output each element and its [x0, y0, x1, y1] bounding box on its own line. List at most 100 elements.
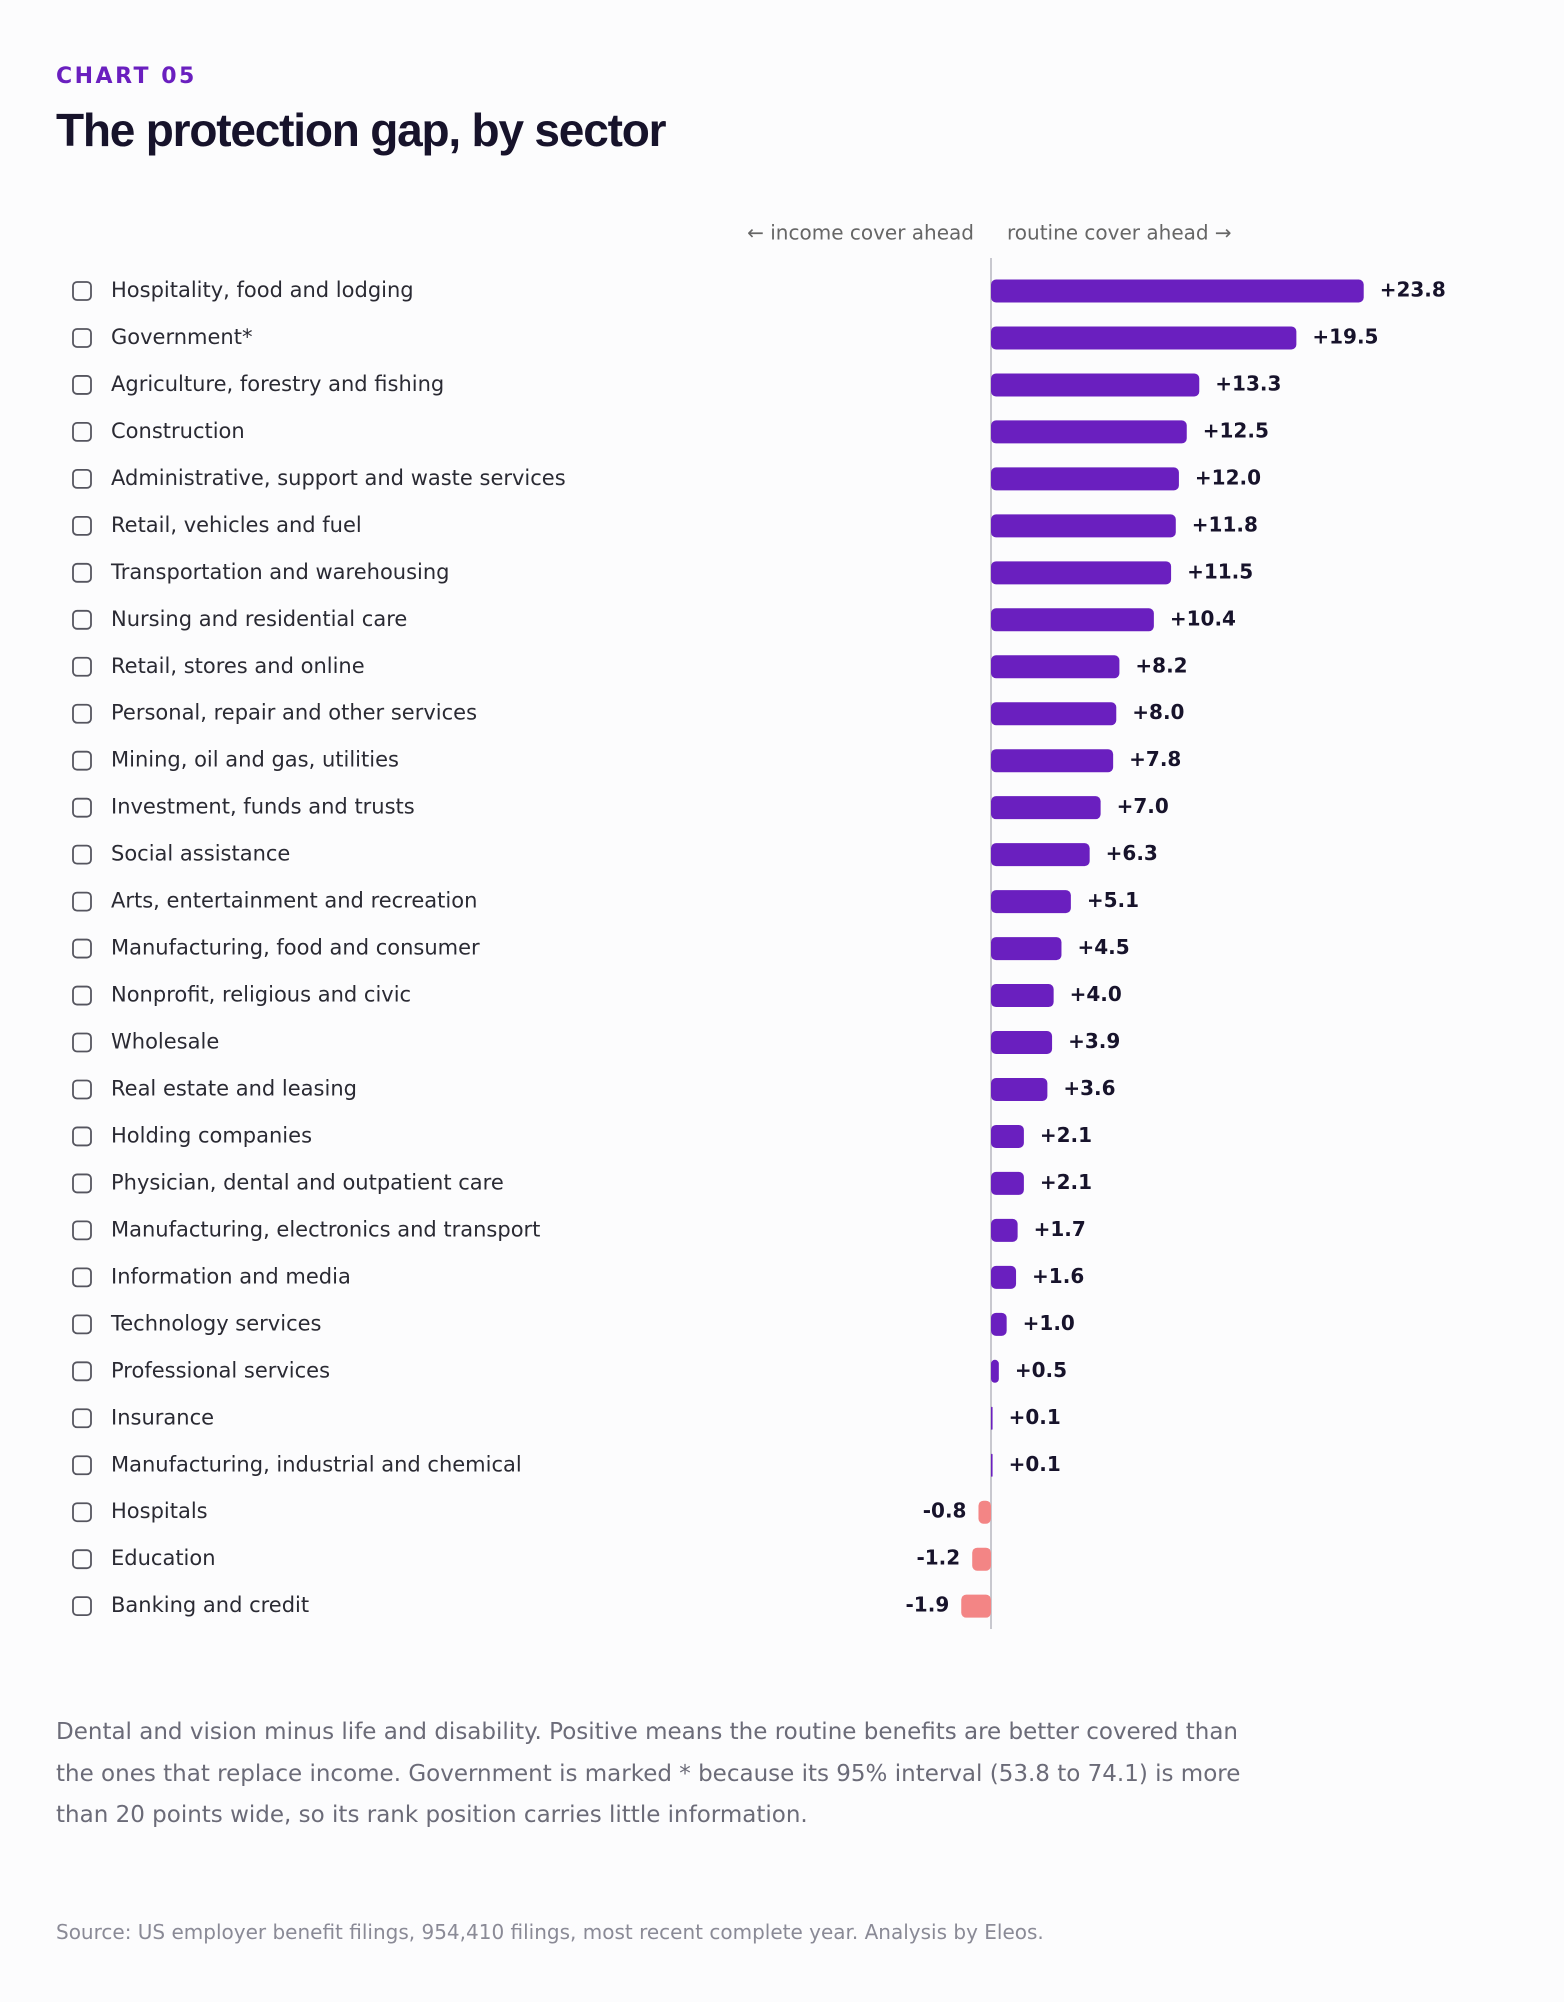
category-label: Mining, oil and gas, utilities: [111, 748, 399, 772]
row-icon: [72, 844, 92, 865]
value-label: +11.5: [1187, 559, 1253, 583]
category-label: Arts, entertainment and recreation: [111, 889, 477, 913]
category-label: Investment, funds and trusts: [111, 795, 415, 819]
value-label: +0.1: [1009, 1452, 1061, 1476]
value-label: +19.5: [1312, 324, 1378, 348]
row-icon: [72, 1361, 92, 1382]
bar: [991, 1359, 999, 1383]
bar: [978, 1500, 991, 1524]
row-icon: [72, 797, 92, 818]
bar: [991, 655, 1120, 679]
row-icon: [72, 562, 92, 583]
bar: [991, 1453, 993, 1477]
row-icon: [72, 891, 92, 912]
value-label: +13.3: [1215, 371, 1281, 395]
row-icon: [72, 515, 92, 536]
row-icon: [72, 1502, 92, 1523]
bar: [991, 373, 1200, 397]
category-label: Retail, stores and online: [111, 654, 365, 678]
bar: [991, 937, 1062, 961]
value-label: +7.8: [1129, 747, 1181, 771]
value-label: +0.1: [1009, 1405, 1061, 1429]
value-label: +7.0: [1117, 794, 1169, 818]
row-icon: [72, 656, 92, 677]
category-label: Manufacturing, electronics and transport: [111, 1217, 540, 1241]
row-icon: [72, 1267, 92, 1288]
row-icon: [72, 1408, 92, 1429]
value-label: +2.1: [1040, 1123, 1092, 1147]
bar: [991, 467, 1179, 491]
value-label: +10.4: [1170, 606, 1236, 630]
bar: [991, 984, 1054, 1008]
row-icon: [72, 1220, 92, 1241]
bar: [961, 1594, 991, 1618]
value-label: -0.8: [923, 1499, 967, 1523]
category-label: Holding companies: [111, 1123, 312, 1147]
category-label: Construction: [111, 419, 245, 443]
row-icon: [72, 281, 92, 301]
row-icon: [72, 938, 92, 959]
chart-title: The protection gap, by sector: [56, 104, 667, 156]
bar: [991, 702, 1117, 726]
bar: [991, 1312, 1007, 1336]
value-label: -1.2: [916, 1546, 960, 1570]
right-direction-label: routine cover ahead →: [1007, 221, 1232, 245]
row-icon: [72, 375, 92, 395]
bar: [991, 796, 1101, 820]
bar: [991, 890, 1071, 914]
row-icon: [72, 1455, 92, 1476]
bar: [991, 420, 1187, 444]
category-label: Banking and credit: [111, 1593, 309, 1617]
value-label: +6.3: [1106, 841, 1158, 865]
bar: [972, 1547, 991, 1571]
bar: [991, 279, 1364, 303]
value-label: +1.7: [1034, 1217, 1086, 1241]
category-label: Insurance: [111, 1405, 214, 1429]
value-label: +2.1: [1040, 1170, 1092, 1194]
bar: [991, 1031, 1053, 1055]
category-label: Hospitals: [111, 1499, 208, 1523]
value-label: +4.5: [1077, 935, 1129, 959]
value-label: +3.6: [1063, 1076, 1115, 1100]
value-label: +0.5: [1015, 1358, 1067, 1382]
category-label: Nonprofit, religious and civic: [111, 983, 411, 1007]
category-label: Transportation and warehousing: [110, 560, 450, 584]
row-icon: [72, 1126, 92, 1147]
value-label: +11.8: [1192, 512, 1258, 536]
bar: [991, 561, 1172, 585]
category-label: Technology services: [110, 1311, 321, 1335]
value-label: +4.0: [1070, 982, 1122, 1006]
category-label: Government*: [111, 325, 252, 349]
source: Source: US employer benefit filings, 954…: [56, 1920, 1044, 1944]
row-icon: [72, 1314, 92, 1335]
value-label: +23.8: [1380, 278, 1446, 302]
row-icon: [72, 1173, 92, 1194]
bar: [991, 326, 1297, 350]
row-icon: [72, 609, 92, 630]
category-label: Retail, vehicles and fuel: [111, 513, 362, 537]
bar: [991, 1406, 993, 1430]
value-label: +12.5: [1203, 418, 1269, 442]
eyebrow: CHART 05: [56, 64, 197, 89]
row-icon: [72, 468, 92, 489]
value-label: +1.6: [1032, 1264, 1084, 1288]
category-label: Social assistance: [111, 842, 290, 866]
value-label: +8.2: [1135, 653, 1187, 677]
bar: [991, 1218, 1018, 1242]
category-label: Physician, dental and outpatient care: [111, 1170, 504, 1194]
bar: [991, 514, 1176, 538]
row-icon: [72, 1549, 92, 1570]
row-icon: [72, 750, 92, 771]
row-icon: [72, 328, 92, 348]
category-label: Real estate and leasing: [111, 1076, 357, 1100]
bar: [991, 843, 1090, 867]
value-label: -1.9: [906, 1593, 950, 1617]
category-label: Nursing and residential care: [111, 607, 407, 631]
category-label: Agriculture, forestry and fishing: [111, 372, 444, 396]
row-icon: [72, 1032, 92, 1053]
category-label: Administrative, support and waste servic…: [111, 466, 566, 490]
category-label: Professional services: [111, 1358, 330, 1382]
bar: [991, 1265, 1017, 1289]
bar: [991, 608, 1154, 632]
